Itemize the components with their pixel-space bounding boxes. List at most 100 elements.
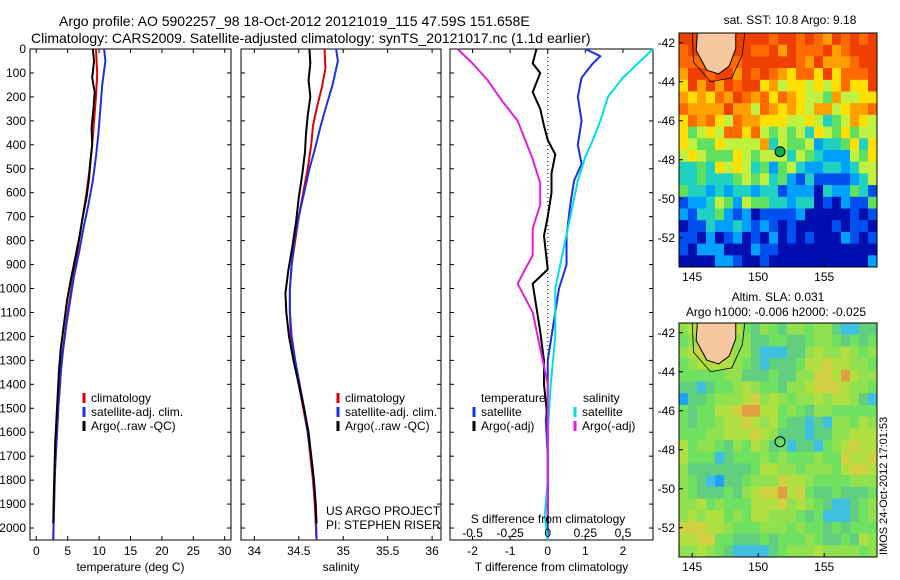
map-cell <box>706 185 716 198</box>
map-cell <box>823 114 833 128</box>
y-tick-label: -52 <box>658 231 676 245</box>
map-cell <box>859 545 869 557</box>
map-cell <box>814 114 824 128</box>
map-cell <box>796 381 806 394</box>
map-cell <box>724 440 734 453</box>
y-tick-label: 100 <box>6 66 26 80</box>
map-cell <box>778 231 788 245</box>
map-cell <box>706 533 716 546</box>
map-cell <box>688 103 698 116</box>
land-tasmania <box>695 33 737 75</box>
map-cell <box>742 369 752 383</box>
map-cell <box>805 369 815 383</box>
map-cell <box>742 440 752 453</box>
map-cell <box>778 381 788 394</box>
map-cell <box>796 440 806 453</box>
map-cell <box>760 44 770 57</box>
map-frame <box>678 322 878 558</box>
map-cell <box>850 91 860 104</box>
map-cell <box>868 381 877 394</box>
map-cell <box>733 545 743 557</box>
map-cell <box>679 196 689 210</box>
map-cell <box>724 103 734 116</box>
map-cell <box>742 334 752 347</box>
map-cell <box>832 451 842 464</box>
map-cell <box>787 185 797 198</box>
map-cell <box>706 404 716 418</box>
map-cell <box>850 404 860 418</box>
map-cell <box>778 185 788 198</box>
map-cell <box>868 533 877 546</box>
map-cell <box>742 451 752 464</box>
map-cell <box>832 533 842 546</box>
map-cell <box>742 428 752 441</box>
map-cell <box>787 428 797 441</box>
map-cell <box>814 208 824 221</box>
map-cell <box>787 68 797 81</box>
map-cell <box>796 486 806 500</box>
map-cell <box>841 196 851 210</box>
map-cell <box>751 451 761 464</box>
map-cell <box>697 173 707 186</box>
map-cell <box>868 220 877 233</box>
map-cell <box>751 369 761 383</box>
legend-header: salinity <box>583 391 620 405</box>
map-cell <box>841 416 851 429</box>
map-cell <box>859 150 869 163</box>
map-cell <box>733 79 743 93</box>
map-cell <box>751 463 761 476</box>
map-cell <box>823 173 833 186</box>
map-cell <box>823 404 833 418</box>
map-cell <box>787 173 797 186</box>
map-cell <box>751 334 761 347</box>
map-cell <box>841 475 851 488</box>
map-cell <box>859 185 869 198</box>
map-cell <box>778 323 788 336</box>
map-cell <box>697 475 707 488</box>
map-cell <box>787 369 797 383</box>
map-cell <box>769 103 779 116</box>
x-tick-label: 0 <box>33 544 40 558</box>
map-cell <box>742 185 752 198</box>
map-cell <box>697 79 707 93</box>
map-cell <box>868 196 877 210</box>
map-cell <box>859 451 869 464</box>
map-cell <box>778 68 788 81</box>
map-cell <box>850 196 860 210</box>
map-cell <box>679 255 689 267</box>
map-cell <box>823 428 833 441</box>
map-cell <box>733 521 743 535</box>
map-cell <box>769 138 779 151</box>
map-cell <box>769 79 779 93</box>
timestamp-label: IMOS 24-Oct-2012 17:01:53 <box>878 416 890 555</box>
map-cell <box>778 498 788 511</box>
map-cell <box>706 440 716 453</box>
map-cell <box>859 440 869 453</box>
map-cell <box>733 44 743 57</box>
map-cell <box>823 138 833 151</box>
map-cell <box>688 369 698 383</box>
map-cell <box>787 510 797 523</box>
map-cell <box>859 475 869 488</box>
legend-label: Argo(-adj) <box>582 419 635 433</box>
map-cell <box>841 404 851 418</box>
map-cell <box>796 533 806 546</box>
map-cell <box>805 463 815 476</box>
map-cell <box>760 369 770 383</box>
map-cell <box>751 33 761 46</box>
map-cell <box>787 91 797 104</box>
map-cell <box>760 358 770 371</box>
difference-panel: -2 -1 0 1 2 T difference from climatology -0.5… <box>449 48 654 574</box>
map-cell <box>823 220 833 233</box>
map-cell <box>769 334 779 347</box>
map-cell <box>832 521 842 535</box>
map-cell <box>769 33 779 46</box>
map-cell <box>787 463 797 476</box>
map-cell <box>715 68 725 81</box>
map-cell <box>679 428 689 441</box>
legend-label: satellite <box>582 405 623 419</box>
map-cell <box>760 393 770 406</box>
map-cell <box>796 173 806 186</box>
y-tick-label: 400 <box>6 138 26 152</box>
legend-label: Argo(..raw -QC) <box>345 419 430 433</box>
